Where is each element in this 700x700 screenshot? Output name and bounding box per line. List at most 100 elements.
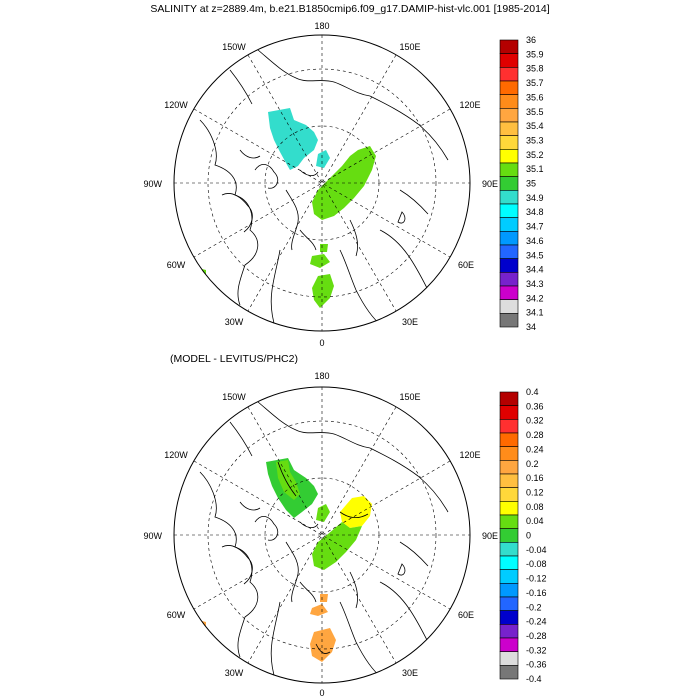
colorbar-swatch [499,217,519,232]
colorbar-tick-label: 0.04 [526,516,544,526]
colorbar-swatch [499,299,519,314]
lon-label-150e: 150E [399,392,420,402]
lon-label-120e: 120E [459,100,480,110]
colorbar-tick-label: 34.3 [526,279,544,289]
colorbar-tick-label: 0.32 [526,416,544,426]
colorbar-swatch [499,190,519,205]
colorbar-tick-label: 34.5 [526,250,544,260]
lon-label-180: 180 [314,21,329,31]
difference-map-panel: 180 150E 120E 90E 60E 30E 0 30W 60W 90W … [143,371,498,698]
colorbar-tick-label: 34 [526,322,536,332]
lon-label-150w: 150W [222,392,246,402]
colorbar-tick-label: 34.9 [526,193,544,203]
lon-label-0: 0 [319,338,324,348]
coastlines [199,401,449,683]
colorbar-swatch [499,53,519,68]
colorbar-swatch [499,80,519,95]
colorbar-swatch [499,637,519,652]
figure-title: SALINITY at z=2889.4m, b.e21.B1850cmip6.… [150,3,549,15]
fram-strait-patch [310,254,330,268]
lon-label-150w: 150W [222,42,246,52]
colorbar-tick-label: 35.8 [526,64,544,74]
colorbar-tick-label: 35.9 [526,49,544,59]
lon-label-90e: 90E [482,531,498,541]
colorbar-tick-label: 34.4 [526,265,544,275]
lon-label-30e: 30E [402,317,418,327]
lon-label-120w: 120W [164,450,188,460]
colorbar-swatch [499,555,519,570]
small-green-patch [316,504,330,522]
lon-label-120w: 120W [164,100,188,110]
colorbar-swatch [499,258,519,273]
colorbar-swatch [499,285,519,300]
colorbar-swatch [499,583,519,598]
colorbar-swatch [499,67,519,82]
colorbar-tick-label: 0.12 [526,487,544,497]
graticule [174,35,470,331]
colorbar-tick-label: -0.24 [526,617,547,627]
graticule [174,387,470,683]
salinity-colorbar: 36 35.9 35.8 35.7 35.6 35.5 35.4 35.3 35.2 35.1 35… [499,35,544,332]
colorbar-swatch [499,501,519,516]
colorbar-tick-label: -0.04 [526,545,547,555]
colorbar-swatch [499,94,519,109]
lon-label-60w: 60W [167,260,186,270]
lon-label-120e: 120E [459,450,480,460]
colorbar-swatch [499,272,519,287]
colorbar-swatch [499,542,519,557]
colorbar-swatch [499,596,519,611]
colorbar-tick-label: 35.5 [526,107,544,117]
colorbar-tick-label: 36 [526,35,536,45]
colorbar-tick-label: 35 [526,179,536,189]
colorbar-tick-label: 34.6 [526,236,544,246]
colorbar-swatch [499,135,519,150]
colorbar-swatch [499,39,519,54]
colorbar-tick-label: 0.28 [526,430,544,440]
lon-label-60e: 60E [458,260,474,270]
colorbar-swatch [499,108,519,123]
colorbar-swatch [499,313,519,328]
colorbar-tick-label: 35.7 [526,78,544,88]
colorbar-swatch [499,487,519,502]
colorbar-tick-label: 0.36 [526,401,544,411]
colorbar-tick-label: 34.2 [526,293,544,303]
lon-label-30e: 30E [402,668,418,678]
colorbar-swatch [499,391,519,406]
colorbar-tick-label: 35.4 [526,121,544,131]
lon-label-90w: 90W [143,179,162,189]
colorbar-swatch [499,473,519,488]
colorbar-tick-label: 0 [526,531,531,541]
lon-label-180: 180 [314,371,329,381]
colorbar-tick-label: 34.1 [526,308,544,318]
colorbar-tick-label: 0.4 [526,387,539,397]
colorbar-tick-label: 35.2 [526,150,544,160]
salinity-map-panel: 180 150E 120E 90E 60E 30E 0 30W 60W 90W … [143,21,498,348]
colorbar-swatch [499,162,519,177]
fram-strait-patch [310,604,328,616]
small-cyan-patch [316,150,330,168]
colorbar-tick-label: 34.7 [526,222,544,232]
greenland-sea-patch [312,274,334,308]
colorbar-swatch [499,514,519,529]
colorbar-tick-label: 0.08 [526,502,544,512]
colorbar-tick-label: 0.16 [526,473,544,483]
colorbar-tick-label: 35.3 [526,135,544,145]
colorbar-swatch [499,446,519,461]
greenland-sea-patch-small [320,594,328,602]
colorbar-tick-label: -0.36 [526,660,547,670]
greenland-sea-patch-small [320,244,328,252]
panel-subtitle: (MODEL - LEVITUS/PHC2) [170,353,298,365]
colorbar-tick-label: -0.16 [526,588,547,598]
eurasian-basin-patch [340,496,372,528]
lon-label-60e: 60E [458,610,474,620]
lon-label-90w: 90W [143,531,162,541]
colorbar-swatch [499,203,519,218]
lon-label-60w: 60W [167,610,186,620]
colorbar-tick-label: -0.28 [526,631,547,641]
lon-label-90e: 90E [482,179,498,189]
colorbar-swatch [499,419,519,434]
colorbar-swatch [499,528,519,543]
colorbar-tick-label: 0.2 [526,459,539,469]
colorbar-swatch [499,244,519,259]
